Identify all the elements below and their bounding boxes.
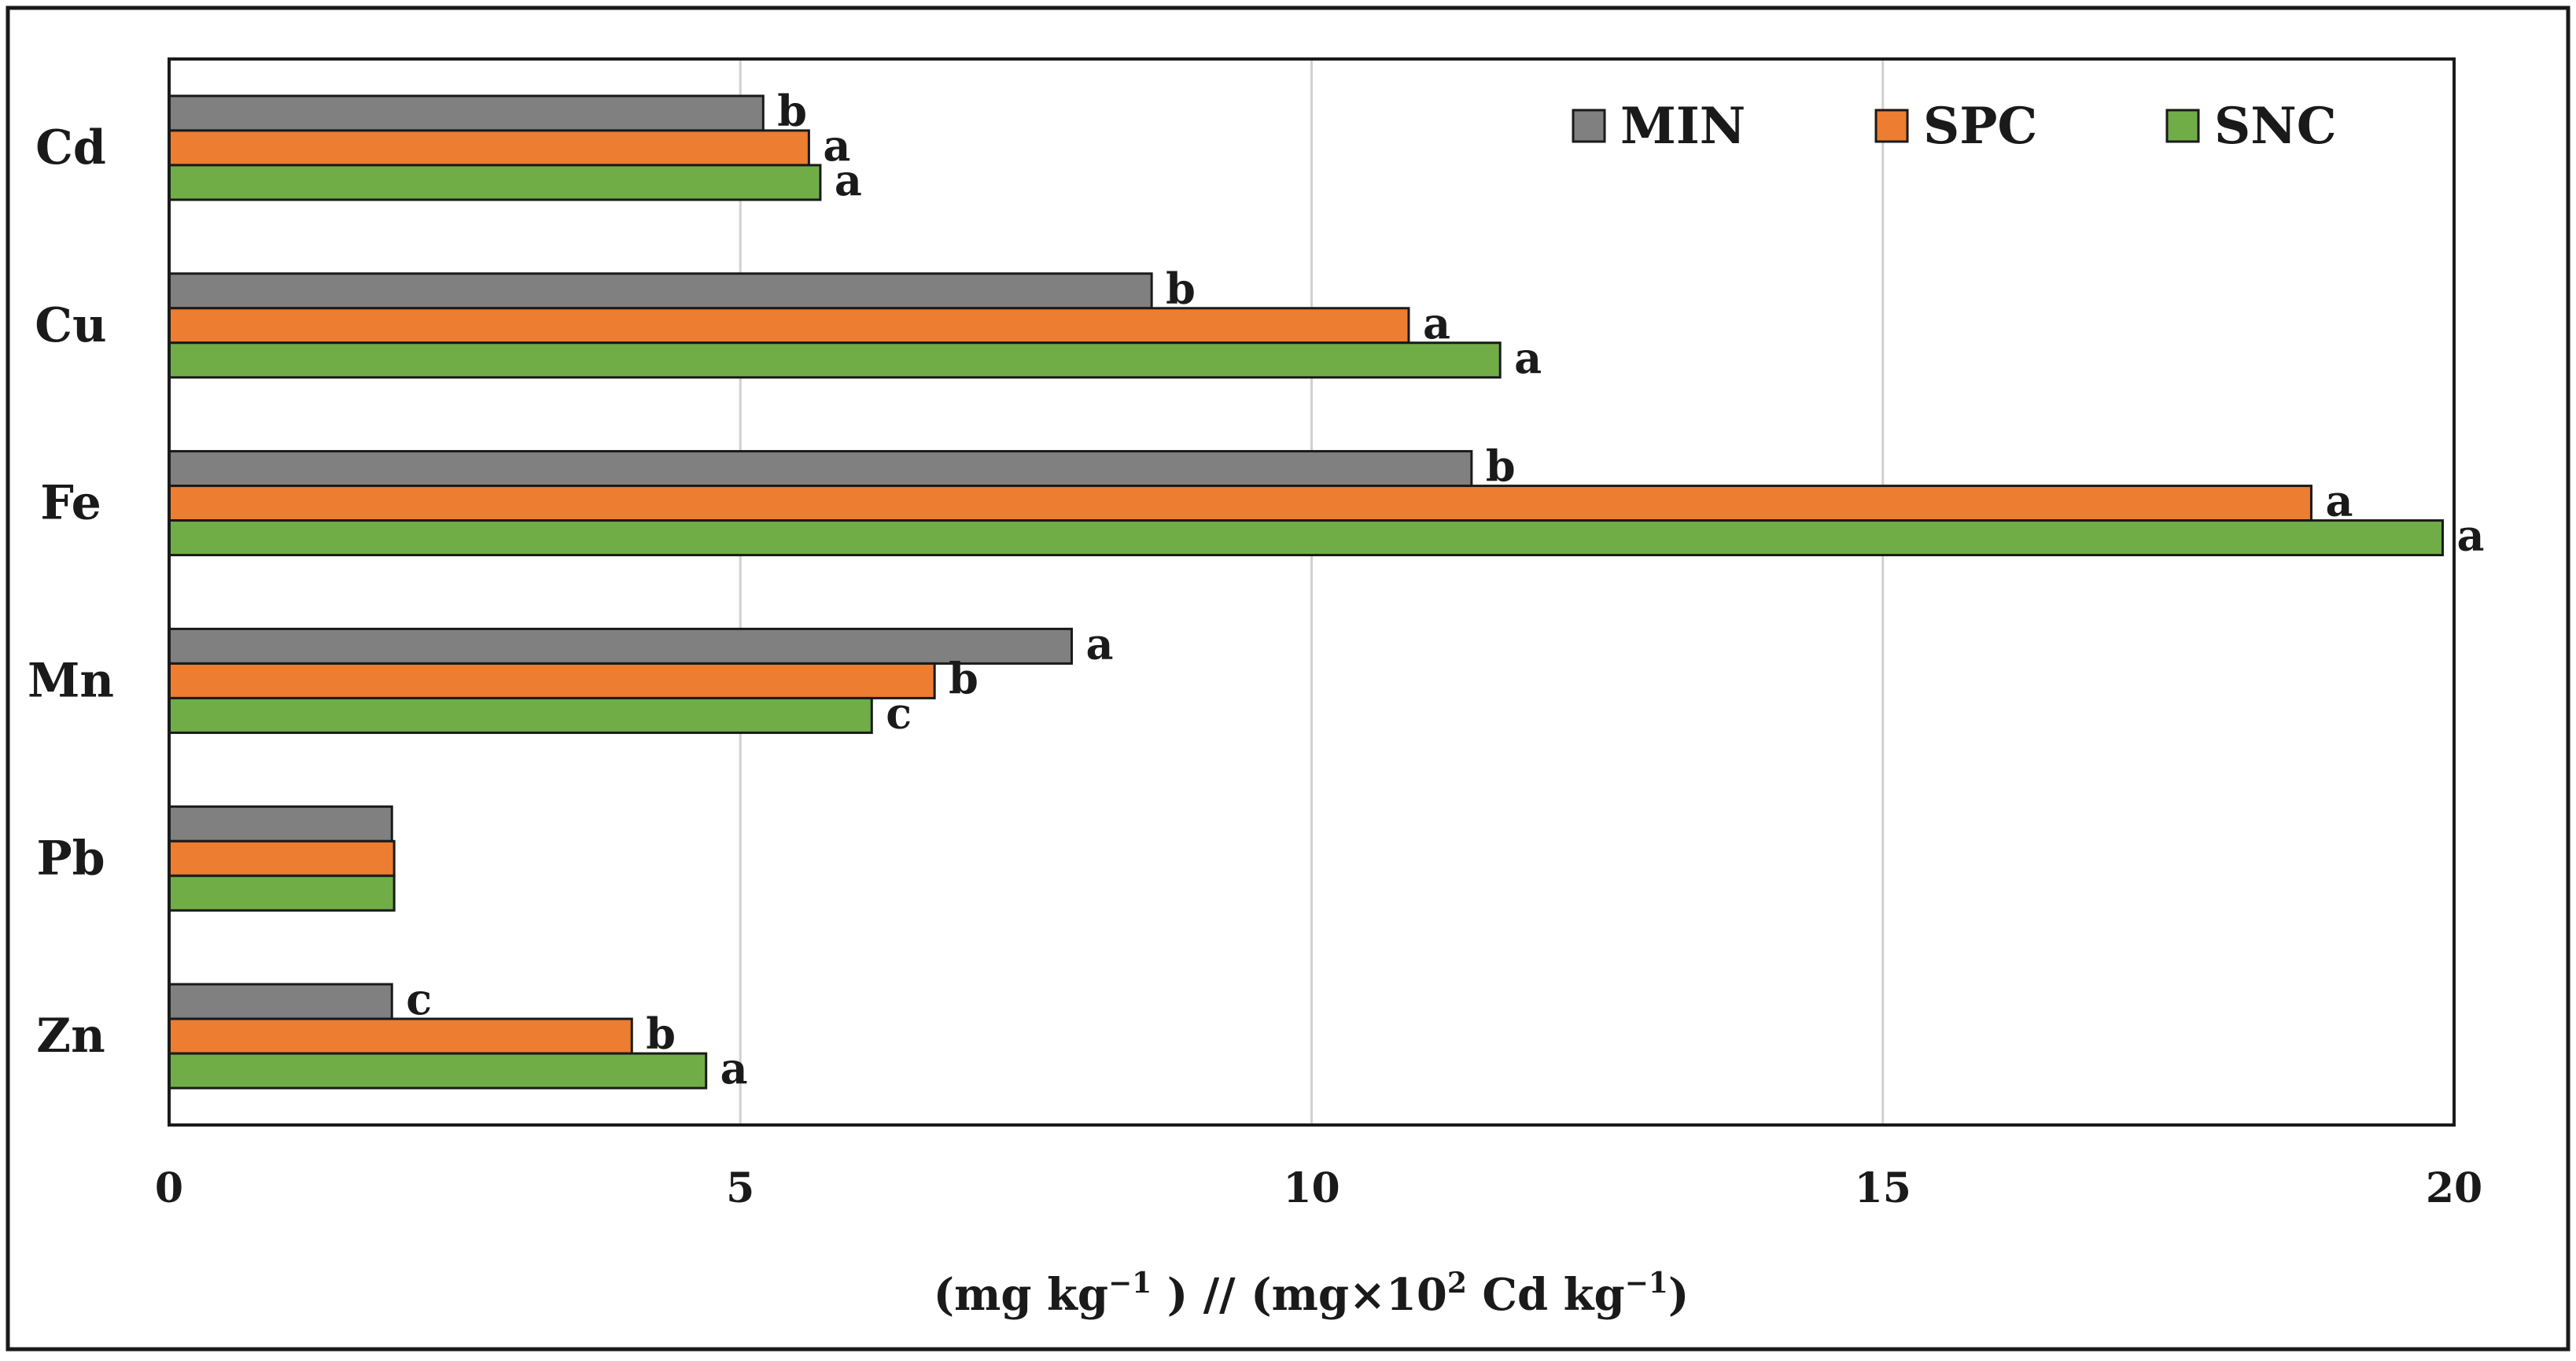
x-tick-label: 10 — [1283, 1164, 1340, 1212]
x-axis-title-superscript: 2 — [1447, 1267, 1467, 1300]
legend-label-min: MIN — [1620, 97, 1745, 156]
bar-spc-cu — [168, 307, 1410, 345]
legend-swatch-snc — [2165, 109, 2200, 143]
bar-spc-fe — [168, 485, 2313, 522]
bar-min-cd — [168, 94, 765, 132]
x-axis-ticks: 0 5 10 15 20 — [155, 1164, 2482, 1212]
legend-swatch-min — [1572, 109, 1606, 143]
y-category-label: Fe — [40, 476, 101, 531]
bar-spc-pb — [168, 839, 396, 877]
significance-label: b — [1486, 441, 1516, 492]
legend: MIN SPC SNC — [1572, 97, 2337, 156]
y-category-label: Cu — [35, 298, 106, 353]
bar-snc-cd — [168, 164, 822, 201]
significance-label: a — [2456, 511, 2484, 561]
x-axis-title-part: ) // (mg×10 — [1152, 1269, 1447, 1321]
significance-label: a — [1423, 298, 1450, 349]
bar-snc-zn — [168, 1052, 708, 1090]
y-axis-categories: Cd Cu Fe Mn Pb Zn — [28, 120, 114, 1064]
x-tick-label: 15 — [1855, 1164, 1911, 1212]
significance-label: a — [1514, 333, 1542, 383]
significance-label: b — [646, 1009, 676, 1059]
x-tick-label: 0 — [155, 1164, 183, 1212]
x-axis-title-superscript: −1 — [1108, 1267, 1152, 1300]
significance-label: a — [720, 1043, 748, 1094]
bar-spc-mn — [168, 662, 936, 699]
significance-label: b — [1166, 264, 1196, 314]
significance-label: a — [2325, 476, 2353, 526]
bars-layer — [168, 94, 2444, 1090]
bar-spc-zn — [168, 1017, 633, 1055]
bar-min-mn — [168, 627, 1073, 665]
legend-swatch-spc — [1874, 109, 1909, 143]
grid-layer — [739, 59, 1885, 1125]
bar-min-fe — [168, 450, 1473, 488]
significance-label: a — [835, 155, 862, 205]
bar-spc-cd — [168, 129, 810, 167]
significance-label: c — [886, 688, 912, 738]
x-axis-title-part: Cd kg — [1467, 1269, 1625, 1321]
bar-min-zn — [168, 983, 393, 1020]
x-tick-label: 5 — [726, 1164, 754, 1212]
bar-snc-cu — [168, 341, 1502, 379]
significance-label: c — [406, 974, 432, 1024]
x-axis-title-superscript: −1 — [1625, 1267, 1668, 1300]
x-tick-label: 20 — [2426, 1164, 2482, 1212]
significance-label: b — [777, 86, 807, 136]
y-category-label: Cd — [35, 120, 106, 175]
y-category-label: Zn — [36, 1009, 105, 1064]
bar-min-pb — [168, 805, 393, 843]
bar-snc-fe — [168, 519, 2444, 557]
significance-label: b — [949, 653, 978, 703]
legend-label-snc: SNC — [2214, 97, 2337, 156]
bar-min-cu — [168, 272, 1153, 310]
bar-snc-pb — [168, 874, 396, 912]
x-axis-title: (mg kg−1 ) // (mg×102 Cd kg−1) — [934, 1267, 1690, 1321]
significance-label: a — [823, 120, 850, 171]
bar-snc-mn — [168, 696, 873, 734]
x-axis-title-part: ) — [1668, 1269, 1690, 1321]
y-category-label: Pb — [36, 831, 105, 886]
x-axis-title-part: (mg kg — [934, 1269, 1108, 1321]
y-category-label: Mn — [28, 653, 114, 708]
legend-label-spc: SPC — [1923, 97, 2037, 156]
significance-label: a — [1085, 618, 1113, 669]
plot-area-border — [168, 57, 2456, 1127]
